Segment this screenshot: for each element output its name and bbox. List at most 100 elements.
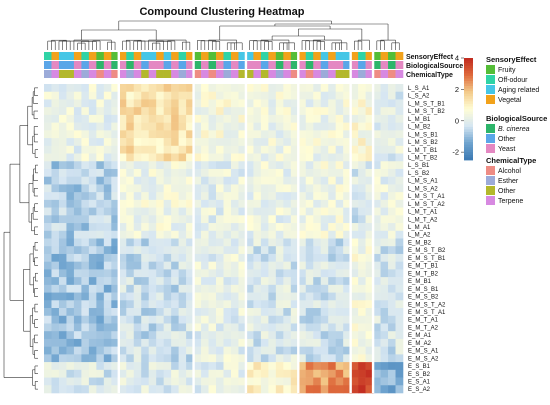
heatmap-cell [223, 122, 232, 131]
annotation-cell [103, 52, 112, 60]
heatmap-cell [238, 114, 247, 123]
heatmap-cell [380, 138, 389, 147]
heatmap-cell [66, 99, 75, 108]
heatmap-cell [186, 114, 194, 123]
heatmap-cell [335, 277, 344, 286]
heatmap-cell [216, 153, 224, 162]
annotation-cell [193, 61, 202, 69]
heatmap-cell [73, 277, 82, 286]
annotation-cell [148, 52, 157, 60]
heatmap-cell [358, 385, 366, 394]
heatmap-cell [171, 269, 179, 278]
heatmap-cell [223, 161, 232, 170]
heatmap-cell [380, 223, 389, 232]
heatmap-cell [230, 354, 239, 363]
heatmap-cell [58, 331, 67, 340]
heatmap-cell [328, 114, 336, 123]
heatmap-cell [238, 300, 247, 309]
heatmap-cell [328, 138, 336, 147]
heatmap-cell [395, 261, 404, 270]
heatmap-cell [320, 230, 329, 239]
heatmap-cell [260, 161, 269, 170]
heatmap-cell [320, 192, 329, 201]
heatmap-cell [260, 91, 269, 100]
heatmap-cell [186, 385, 194, 394]
heatmap-cell [343, 331, 351, 340]
heatmap-cell [88, 261, 97, 270]
heatmap-cell [133, 269, 142, 278]
heatmap-cell [148, 292, 157, 301]
heatmap-cell [275, 176, 284, 185]
heatmap-cell [111, 331, 120, 340]
heatmap-cell [171, 323, 179, 332]
heatmap-cell [260, 138, 269, 147]
heatmap-cell [66, 377, 75, 386]
heatmap-cell [230, 99, 239, 108]
heatmap-cell [58, 91, 67, 100]
heatmap-cell [156, 354, 164, 363]
heatmap-cell [388, 215, 396, 224]
heatmap-cell [133, 315, 142, 324]
heatmap-cell [275, 338, 284, 347]
heatmap-cell [253, 99, 262, 108]
heatmap-cell [133, 292, 142, 301]
heatmap-cell [320, 138, 329, 147]
heatmap-cell [380, 168, 389, 177]
color-scale-step [464, 98, 473, 102]
heatmap-cell [260, 238, 269, 247]
heatmap-cell [133, 253, 142, 262]
heatmap-cell [156, 369, 164, 378]
heatmap-cell [388, 84, 396, 93]
heatmap-cell [373, 253, 381, 262]
annotation-cell [193, 52, 202, 60]
heatmap-cell [88, 223, 97, 232]
heatmap-cell [230, 91, 239, 100]
heatmap-cell [81, 338, 90, 347]
heatmap-cell [201, 338, 209, 347]
heatmap-cell [111, 246, 120, 255]
heatmap-cell [290, 261, 299, 270]
heatmap-cell [350, 292, 359, 301]
heatmap-cell [103, 362, 112, 371]
heatmap-cell [230, 377, 239, 386]
heatmap-cell [81, 300, 90, 309]
heatmap-cell [388, 362, 396, 371]
color-scale-step [464, 65, 473, 69]
heatmap-cell [343, 176, 351, 185]
heatmap-cell [230, 130, 239, 139]
heatmap-cell [290, 153, 299, 162]
heatmap-cell [126, 223, 135, 232]
heatmap-cell [51, 91, 60, 100]
heatmap-cell [373, 246, 381, 255]
heatmap-cell [358, 323, 366, 332]
heatmap-cell [298, 122, 307, 131]
heatmap-cell [208, 385, 217, 394]
annotation-cell [223, 61, 232, 69]
heatmap-cell [96, 192, 105, 201]
heatmap-cell [111, 385, 120, 394]
heatmap-cell [201, 130, 209, 139]
heatmap-cell [290, 107, 299, 116]
heatmap-cell [103, 91, 112, 100]
heatmap-cell [126, 277, 135, 286]
annotation-cell [216, 52, 224, 60]
heatmap-cell [111, 215, 120, 224]
heatmap-cell [44, 308, 52, 317]
heatmap-cell [245, 84, 254, 93]
heatmap-cell [305, 145, 314, 154]
heatmap-cell [313, 223, 322, 232]
heatmap-cell [290, 300, 299, 309]
heatmap-cell [313, 114, 322, 123]
heatmap-cell [193, 145, 202, 154]
heatmap-cell [320, 246, 329, 255]
heatmap-cell [44, 184, 52, 193]
heatmap-cell [126, 107, 135, 116]
heatmap-cell [253, 269, 262, 278]
heatmap-cell [141, 377, 150, 386]
heatmap-cell [216, 161, 224, 170]
heatmap-cell [178, 331, 187, 340]
row-label: L_M_S_T_B1 [408, 101, 445, 107]
heatmap-cell [350, 284, 359, 293]
heatmap-cell [283, 161, 292, 170]
heatmap-cell [208, 192, 217, 201]
